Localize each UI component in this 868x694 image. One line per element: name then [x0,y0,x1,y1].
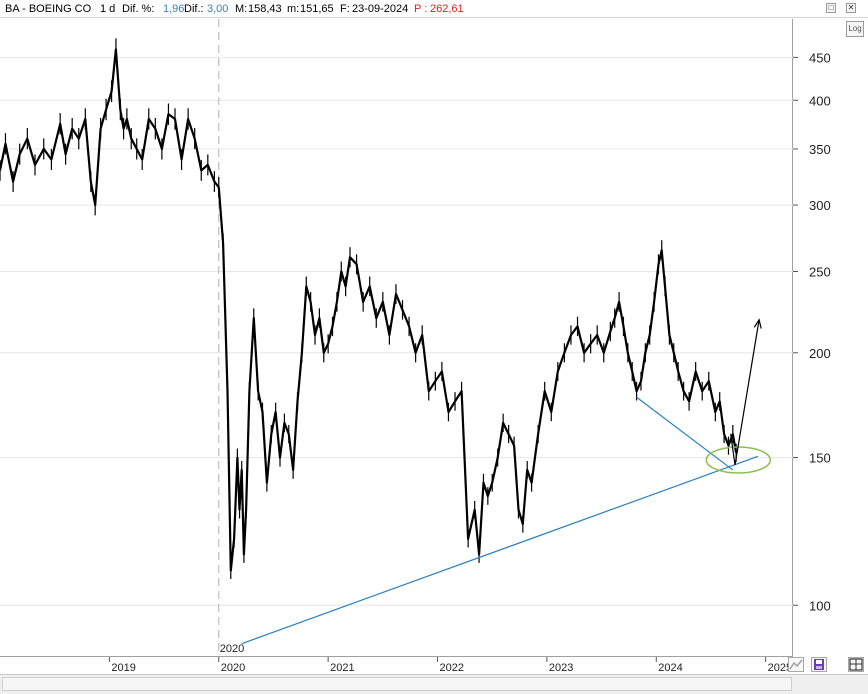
x-tick-label: 2022 [440,662,464,674]
x-axis[interactable]: 2019 2020 2021 2022 2023 2024 2025 [0,656,793,674]
y-tick-label: 350 [809,142,831,157]
x-tick-label: 2024 [658,662,682,674]
y-tick-label: 300 [809,198,831,213]
y-tick-label: 100 [809,598,831,613]
max-label: M: [235,3,248,15]
chart-icon[interactable] [788,657,804,672]
y-axis[interactable]: 450 400 350 300 250 200 150 100 [793,19,868,656]
close-button[interactable]: ✕ [846,3,856,13]
projection-arrow [734,319,760,466]
y-tick-label: 400 [809,93,831,108]
x-tick-label: 2023 [549,662,573,674]
scrollbar-thumb[interactable] [3,678,791,690]
save-icon[interactable] [811,657,827,672]
horizontal-scrollbar[interactable] [2,677,792,691]
dif-label: Dif.: [184,3,204,15]
y-axis-scale: 450 400 350 300 250 200 150 100 [793,50,831,613]
chart-header: BA - BOEING CO 1 d Dif. %: 1,96 Dif.: 3,… [0,0,868,18]
x-tick-label: 2021 [330,662,354,674]
log-scale-button[interactable]: Log [846,21,864,37]
x-tick-label: 2025 [768,662,792,674]
price-value: 262,61 [430,3,464,15]
y-tick-label: 200 [809,346,831,361]
grid-icon[interactable] [848,657,864,672]
dif-pct-value: 1,96 [163,3,185,15]
crosshair-date-label: 2020 [220,643,244,655]
min-value: 151,65 [300,3,334,15]
date-label: F: [340,3,350,15]
maximize-button[interactable]: □ [826,3,836,13]
projection-leg [730,433,736,466]
price-series-line [0,48,738,572]
date-value: 23-09-2024 [352,3,409,15]
y-tick-label: 250 [809,264,831,279]
interval-label: 1 d [100,3,116,15]
chart-plot-area[interactable]: 2020 [0,19,793,656]
max-value: 158,43 [248,3,282,15]
trendline [636,396,734,471]
x-axis-scale: 2019 2020 2021 2022 2023 2024 2025 [108,657,792,674]
min-label: m: [287,3,300,15]
x-tick-label: 2020 [221,662,245,674]
symbol-label: BA - BOEING CO [5,3,92,15]
projection-arrowhead [753,318,762,329]
y-tick-label: 150 [809,451,831,466]
y-tick-label: 450 [809,50,831,65]
price-label: P : [414,3,428,15]
highlight-ellipse [705,446,772,474]
price-chart[interactable]: 2020 [0,19,793,656]
dif-pct-label: Dif. %: [122,3,155,15]
x-tick-label: 2019 [111,662,135,674]
trendline [241,455,759,645]
dif-value: 3,00 [207,3,229,15]
